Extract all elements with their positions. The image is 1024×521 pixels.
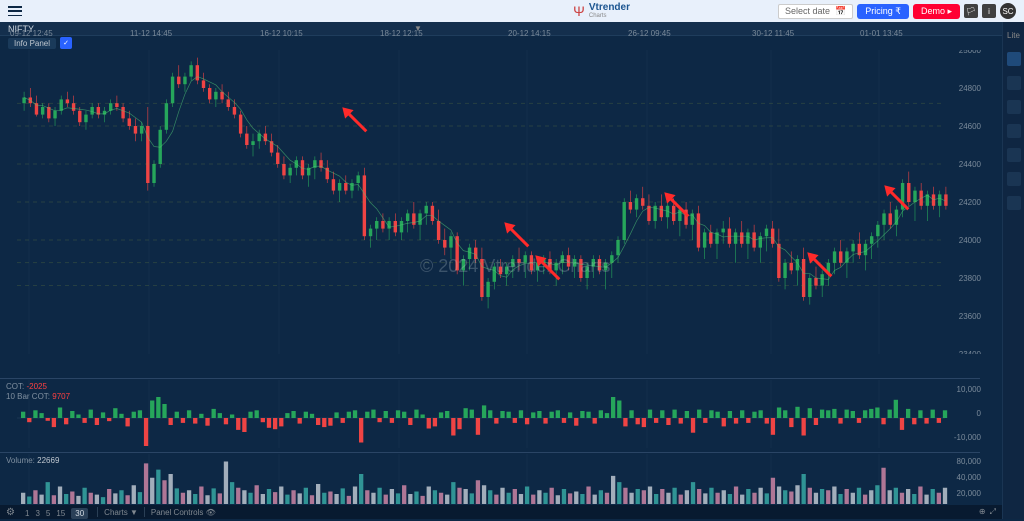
- svg-text:01-01 13:45: 01-01 13:45: [860, 29, 903, 38]
- pane-separator-1[interactable]: [0, 378, 980, 379]
- menu-icon[interactable]: [8, 6, 22, 16]
- svg-text:24200: 24200: [959, 198, 982, 207]
- info-icon[interactable]: i: [982, 4, 996, 18]
- cot-chart[interactable]: 10,000 0 -10,000: [0, 380, 1002, 448]
- price-pane[interactable]: 25000 24800 24600 24400 24200 24000 23800 23600…: [0, 50, 1002, 354]
- svg-text:24000: 24000: [959, 236, 982, 245]
- x-axis: 09-12 12:45 11-12 14:45 16-12 10:15 18-12 1…: [0, 26, 968, 40]
- logo-sub: Charts: [589, 13, 630, 19]
- volume-label: Volume: 22669: [6, 456, 59, 465]
- svg-text:40,000: 40,000: [957, 473, 982, 482]
- svg-text:23800: 23800: [959, 274, 982, 283]
- sidebar-tool-1-icon[interactable]: [1007, 76, 1021, 90]
- logo-icon: Ψ: [573, 3, 585, 19]
- logo-text: Vtrender: [589, 3, 630, 13]
- annotation-arrow: [528, 248, 568, 293]
- interval-5[interactable]: 5: [46, 509, 50, 518]
- cot-sub-label: 10 Bar COT: 9707: [6, 392, 70, 401]
- volume-chart[interactable]: 80,000 40,000 20,000: [0, 454, 1002, 504]
- sidebar-grid-icon[interactable]: [1007, 52, 1021, 66]
- intervals: 135 15 30: [22, 503, 91, 521]
- pricing-button[interactable]: Pricing ₹: [857, 4, 909, 19]
- sidebar-tool-2-icon[interactable]: [1007, 100, 1021, 114]
- bottom-toolbar: ⚙ 135 15 30 Charts ▼ Panel Controls 👁 ⊕ ⤢: [0, 505, 1002, 519]
- interval-1[interactable]: 1: [25, 509, 29, 518]
- zoom-in-icon[interactable]: ⊕: [979, 507, 986, 517]
- divider: [144, 507, 145, 517]
- sidebar-tool-6-icon[interactable]: [1007, 196, 1021, 210]
- svg-text:25000: 25000: [959, 50, 982, 55]
- avatar[interactable]: SC: [1000, 3, 1016, 19]
- demo-button[interactable]: Demo ▸: [913, 4, 960, 19]
- annotation-arrow: [877, 178, 917, 223]
- panel-controls[interactable]: Panel Controls 👁: [151, 508, 216, 517]
- annotation-arrow: [335, 100, 375, 145]
- interval-15[interactable]: 15: [56, 509, 65, 518]
- svg-text:16-12 10:15: 16-12 10:15: [260, 29, 303, 38]
- sidebar-tool-3-icon[interactable]: [1007, 124, 1021, 138]
- svg-text:-10,000: -10,000: [954, 433, 982, 442]
- svg-text:20,000: 20,000: [957, 489, 982, 498]
- svg-text:18-12 12:15: 18-12 12:15: [380, 29, 423, 38]
- divider: [97, 507, 98, 517]
- annotation-arrow: [657, 185, 697, 230]
- settings-icon[interactable]: ⚙: [6, 507, 16, 517]
- charts-label[interactable]: Charts ▼: [104, 508, 138, 517]
- svg-text:80,000: 80,000: [957, 457, 982, 466]
- sidebar-tool-5-icon[interactable]: [1007, 172, 1021, 186]
- pane-separator-2[interactable]: [0, 452, 980, 453]
- zoom-out-icon[interactable]: ⤢: [990, 507, 996, 517]
- svg-text:30-12 11:45: 30-12 11:45: [752, 29, 795, 38]
- svg-text:09-12 12:45: 09-12 12:45: [10, 29, 53, 38]
- svg-text:11-12 14:45: 11-12 14:45: [130, 29, 173, 38]
- flag-icon[interactable]: 🏳: [964, 4, 978, 18]
- volume-pane[interactable]: Volume: 22669 80,000 40,000 20,000: [0, 454, 1002, 504]
- app-header: Ψ Vtrender Charts Select date 📅 Pricing …: [0, 0, 1024, 22]
- sidebar-tool-4-icon[interactable]: [1007, 148, 1021, 162]
- interval-30[interactable]: 30: [71, 508, 88, 519]
- sidebar-lite-icon[interactable]: Lite: [1007, 28, 1021, 42]
- svg-text:23400: 23400: [959, 350, 982, 354]
- svg-text:24400: 24400: [959, 160, 982, 169]
- svg-text:0: 0: [977, 409, 982, 418]
- date-select[interactable]: Select date 📅: [778, 4, 853, 19]
- annotation-arrow: [800, 245, 840, 290]
- svg-text:24800: 24800: [959, 84, 982, 93]
- svg-text:10,000: 10,000: [957, 385, 982, 394]
- logo: Ψ Vtrender Charts: [573, 3, 630, 19]
- cot-label: COT: -2025: [6, 382, 47, 391]
- svg-text:20-12 14:15: 20-12 14:15: [508, 29, 551, 38]
- svg-text:23600: 23600: [959, 312, 982, 321]
- svg-text:26-12 09:45: 26-12 09:45: [628, 29, 671, 38]
- interval-3[interactable]: 3: [35, 509, 39, 518]
- right-sidebar: Lite: [1002, 22, 1024, 519]
- svg-text:24600: 24600: [959, 122, 982, 131]
- price-chart[interactable]: 25000 24800 24600 24400 24200 24000 23800 23600…: [0, 50, 1002, 354]
- cot-pane[interactable]: COT: -2025 10 Bar COT: 9707 10,000 0 -10,0…: [0, 380, 1002, 448]
